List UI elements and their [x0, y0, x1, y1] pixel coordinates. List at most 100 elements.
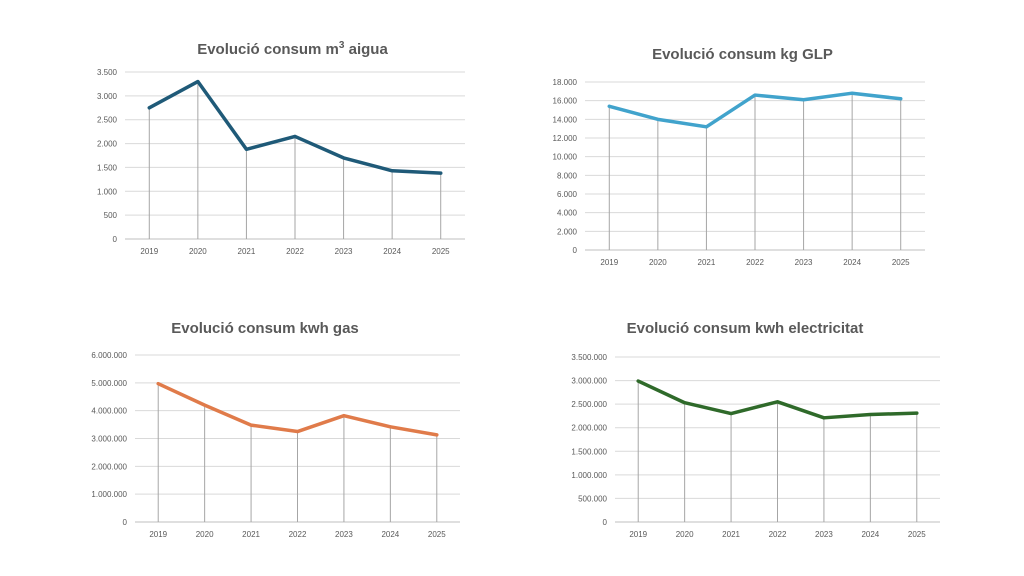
y-tick-label: 1.500	[97, 163, 118, 172]
chart-svg: 0 500.000 1.000.000 1.500.000 2.000.000 2.500…	[571, 353, 940, 539]
y-tick-label: 3.500.000	[571, 353, 607, 362]
data-point	[439, 171, 443, 175]
x-tick-label: 2021	[698, 258, 716, 267]
chart-glp: Evolució consum kg GLP 0 2.000 4.000 6.000 8…	[545, 42, 940, 282]
data-point	[850, 91, 854, 95]
x-tick-label: 2022	[286, 247, 304, 256]
x-tick-label: 2021	[238, 247, 256, 256]
chart-svg: 0 1.000.000 2.000.000 3.000.000 4.000.000 5.0…	[91, 351, 460, 539]
y-tick-label: 2.000	[97, 140, 118, 149]
chart-gas: Evolució consum kwh gas 0 1.000.000 2.000.…	[55, 315, 475, 555]
x-tick-label: 2025	[892, 258, 910, 267]
data-point	[899, 97, 903, 101]
x-tick-label: 2024	[861, 530, 879, 539]
data-point	[390, 169, 394, 173]
y-tick-label: 2.000	[557, 227, 578, 236]
y-tick-label: 2.000.000	[571, 424, 607, 433]
y-tick-label: 3.000.000	[91, 435, 127, 444]
y-tick-label: 4.000	[557, 209, 578, 218]
data-point	[704, 125, 708, 129]
y-tick-label: 1.000	[97, 187, 118, 196]
data-point	[342, 156, 346, 160]
chart-electricity: Evolució consum kwh electricitat 0 500.00…	[535, 315, 955, 555]
data-point	[915, 411, 919, 415]
data-point	[293, 134, 297, 138]
x-tick-label: 2019	[600, 258, 618, 267]
y-tick-label: 3.500	[97, 68, 118, 77]
data-point	[203, 403, 207, 407]
y-tick-label: 0	[123, 518, 128, 527]
x-tick-label: 2025	[428, 530, 446, 539]
y-tick-label: 16.000	[553, 97, 578, 106]
y-tick-label: 0	[573, 246, 578, 255]
x-tick-label: 2022	[746, 258, 764, 267]
series-line	[156, 381, 439, 437]
y-tick-label: 0	[603, 518, 608, 527]
y-tick-label: 500.000	[578, 494, 607, 503]
data-point	[776, 400, 779, 404]
x-tick-label: 2019	[629, 530, 647, 539]
y-tick-label: 6.000.000	[91, 351, 127, 360]
y-tick-label: 3.000	[97, 92, 118, 101]
data-point	[636, 379, 640, 383]
y-tick-label: 6.000	[557, 190, 578, 199]
x-tick-label: 2021	[242, 530, 260, 539]
y-tick-label: 1.000.000	[91, 490, 127, 499]
y-tick-label: 1.000.000	[571, 471, 607, 480]
data-point	[868, 413, 872, 417]
data-point	[388, 425, 392, 429]
y-tick-label: 5.000.000	[91, 379, 127, 388]
x-tick-label: 2024	[843, 258, 861, 267]
x-tick-label: 2023	[795, 258, 813, 267]
y-tick-label: 2.500.000	[571, 400, 607, 409]
x-tick-label: 2025	[432, 247, 450, 256]
y-tick-label: 18.000	[553, 78, 578, 87]
x-tick-label: 2025	[908, 530, 926, 539]
y-tick-label: 500	[104, 211, 118, 220]
data-point	[683, 401, 687, 405]
x-tick-label: 2024	[383, 247, 401, 256]
title-superscript: 3	[338, 40, 345, 51]
chart-title: Evolució consum m3 aigua	[197, 40, 388, 58]
x-tick-label: 2023	[335, 530, 353, 539]
y-tick-label: 2.500	[97, 116, 118, 125]
data-point	[296, 430, 299, 434]
x-tick-label: 2019	[140, 247, 158, 256]
y-tick-label: 2.000.000	[91, 462, 127, 471]
y-tick-label: 12.000	[553, 134, 578, 143]
chart-title: Evolució consum kwh electricitat	[626, 320, 864, 337]
data-point	[435, 433, 439, 437]
y-tick-label: 8.000	[557, 171, 578, 180]
data-point	[249, 423, 253, 427]
data-point	[822, 416, 826, 420]
data-point	[196, 80, 200, 84]
y-tick-label: 14.000	[553, 115, 578, 124]
chart-svg: 0 500 1.000 1.500 2.000 2.500 3.000 3.500 2019 20…	[97, 68, 465, 256]
x-tick-label: 2020	[189, 247, 207, 256]
data-point	[656, 117, 660, 121]
data-point	[753, 93, 757, 97]
x-tick-label: 2020	[649, 258, 667, 267]
data-point	[342, 414, 346, 418]
data-point	[607, 104, 611, 108]
chart-svg: 0 2.000 4.000 6.000 8.000 10.000 12.000 14.000 1…	[553, 78, 925, 267]
x-tick-label: 2019	[149, 530, 167, 539]
y-tick-label: 4.000.000	[91, 407, 127, 416]
x-tick-label: 2020	[676, 530, 694, 539]
data-point	[156, 382, 160, 386]
x-tick-label: 2023	[815, 530, 833, 539]
y-tick-label: 10.000	[553, 153, 578, 162]
data-point	[147, 106, 151, 110]
data-point	[729, 412, 733, 416]
chart-title: Evolució consum kg GLP	[652, 46, 833, 63]
x-tick-label: 2021	[722, 530, 740, 539]
x-tick-label: 2020	[196, 530, 214, 539]
x-tick-label: 2023	[335, 247, 353, 256]
x-tick-label: 2024	[381, 530, 399, 539]
data-point	[244, 147, 248, 151]
y-tick-label: 1.500.000	[571, 447, 607, 456]
chart-water: Evolució consum m3 aigua 0 500 1.000 1.500 2…	[95, 30, 490, 270]
x-tick-label: 2022	[769, 530, 787, 539]
chart-title: Evolució consum kwh gas	[171, 320, 359, 337]
x-tick-label: 2022	[289, 530, 307, 539]
